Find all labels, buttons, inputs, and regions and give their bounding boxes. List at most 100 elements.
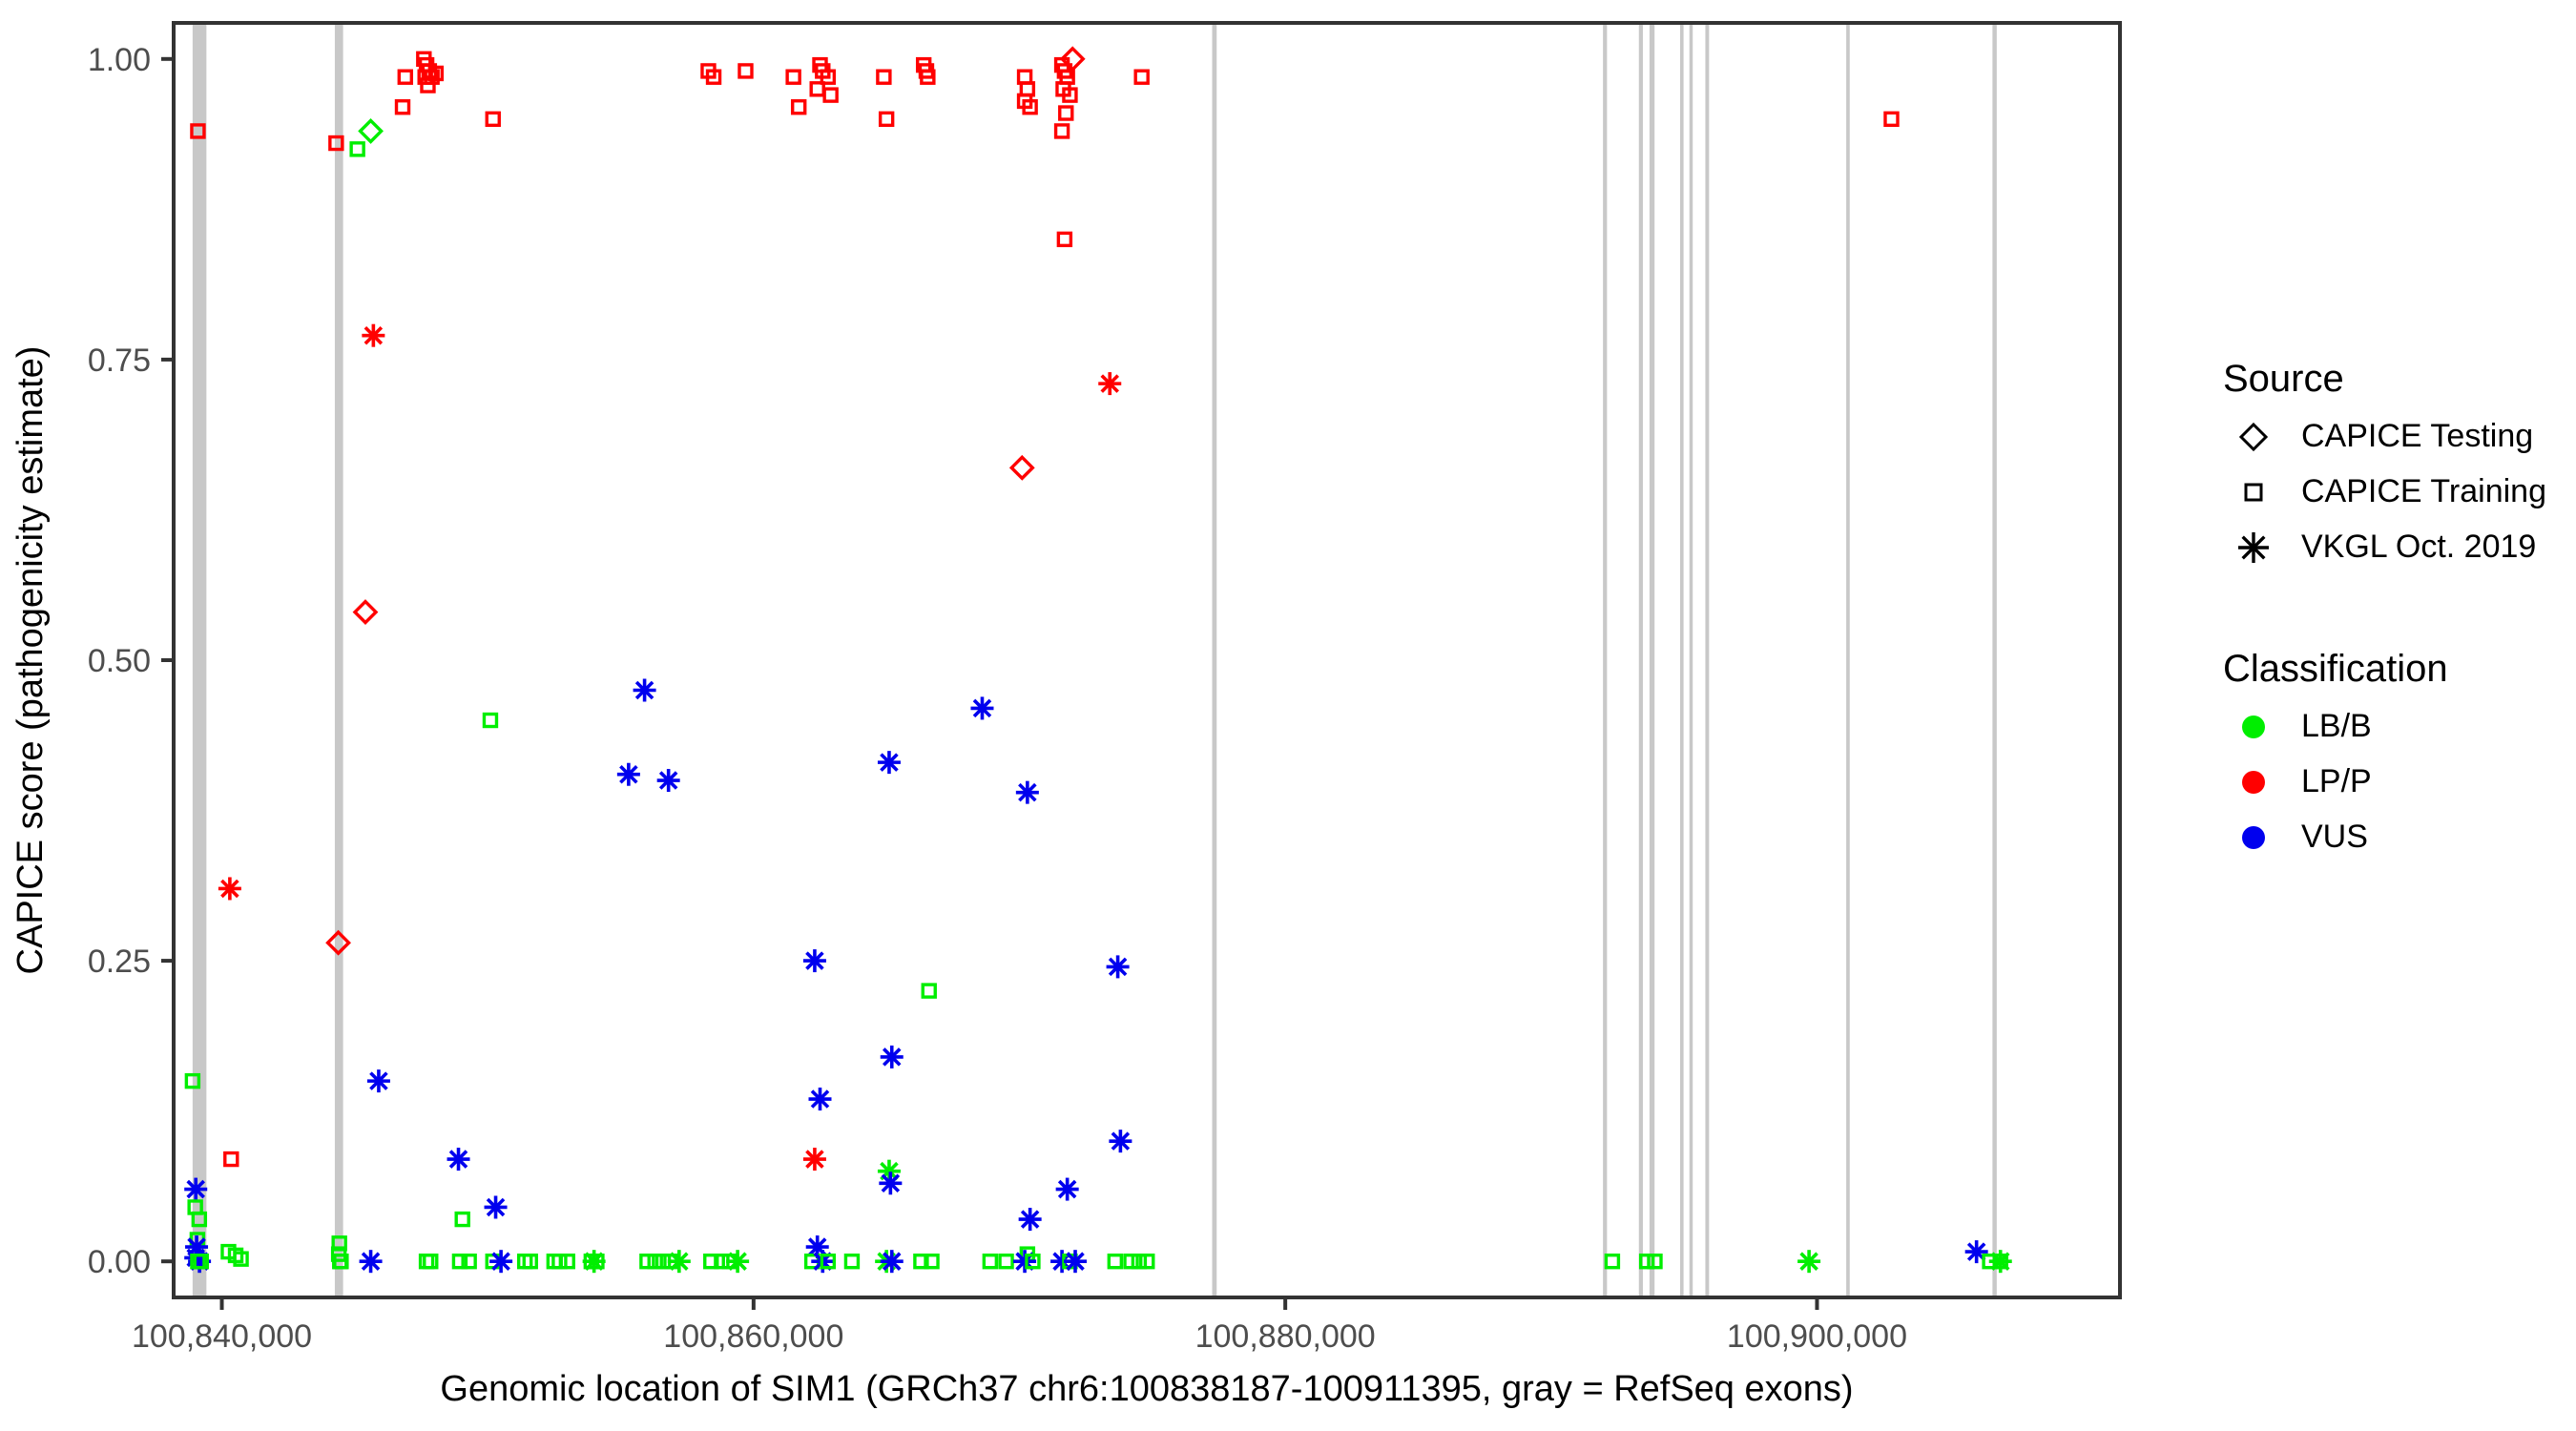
asterisk-ray <box>881 1173 901 1193</box>
point-marker-square <box>397 69 413 85</box>
point-marker-square <box>424 69 440 85</box>
point-marker-square <box>233 1251 249 1267</box>
exon-band <box>1649 25 1655 1296</box>
point-marker-square <box>1053 123 1070 139</box>
point-marker-square <box>982 1253 999 1270</box>
x-tick-label: 100,880,000 <box>1195 1318 1376 1355</box>
y-tick-label: 0.75 <box>88 342 151 379</box>
point-marker-asterisk <box>1018 1208 1042 1232</box>
asterisk-ray <box>882 1252 902 1271</box>
point-marker-square <box>1131 1253 1148 1270</box>
point-marker-square <box>820 69 837 85</box>
legend-group: Source CAPICE Testing CAPICE Training VKGL … <box>2223 358 2546 855</box>
y-tick-label: 0.25 <box>88 944 151 980</box>
y-tick-label: 0.00 <box>88 1244 151 1280</box>
point-marker-square <box>223 1151 239 1168</box>
y-tick-label: 1.00 <box>88 42 151 78</box>
point-marker-square <box>920 69 936 85</box>
exon-band <box>1846 25 1850 1296</box>
point-marker-asterisk <box>1797 1250 1821 1274</box>
asterisk-ray <box>882 1047 902 1067</box>
point-marker-square <box>703 1253 719 1270</box>
asterisk-ray <box>491 1252 510 1271</box>
asterisk-ray <box>1111 1131 1131 1151</box>
asterisk-ray <box>369 1071 388 1090</box>
point-marker-square <box>1139 1253 1155 1270</box>
asterisk-ray <box>2241 535 2266 560</box>
point-marker-square <box>551 1253 568 1270</box>
point-marker-asterisk <box>802 949 826 973</box>
point-marker-square <box>191 1211 208 1228</box>
point-marker-square <box>998 1253 1014 1270</box>
point-marker-square <box>913 1253 929 1270</box>
exon-band <box>1689 25 1693 1296</box>
point-marker-asterisk <box>802 1148 826 1172</box>
point-marker-asterisk <box>447 1148 470 1172</box>
point-marker-asterisk <box>1098 372 1122 396</box>
point-marker-asterisk <box>359 1250 383 1274</box>
y-axis: 0.00 0.25 0.50 0.75 1.00 <box>88 42 174 1280</box>
point-marker-asterisk <box>366 1069 390 1093</box>
point-marker-asterisk <box>489 1250 513 1274</box>
point-marker-square <box>522 1253 538 1270</box>
point-marker-diamond <box>1008 454 1035 481</box>
panel-border <box>172 21 2122 1299</box>
point-marker-square <box>333 1253 349 1270</box>
point-marker-square <box>1058 105 1074 121</box>
point-marker-asterisk <box>218 877 241 901</box>
point-marker-square <box>423 1253 439 1270</box>
asterisk-ray <box>364 325 384 345</box>
point-marker-asterisk <box>1013 1250 1037 1274</box>
point-marker-square <box>461 1253 477 1270</box>
point-marker-square <box>485 111 501 128</box>
asterisk-ray <box>634 680 654 700</box>
asterisk-ray <box>1020 1210 1040 1229</box>
point-marker-square <box>349 141 365 157</box>
point-marker-square <box>1107 1253 1124 1270</box>
point-marker-asterisk <box>1988 1250 2012 1274</box>
point-marker-square <box>1056 231 1073 248</box>
asterisk-ray <box>1100 374 1119 393</box>
asterisk-ray <box>805 1150 824 1169</box>
point-marker-square <box>705 69 722 85</box>
point-marker-diamond <box>352 599 379 625</box>
point-marker-asterisk <box>880 1045 904 1068</box>
point-marker-asterisk <box>667 1250 691 1274</box>
point-marker-square <box>924 1253 940 1270</box>
legend-title-source: Source <box>2223 358 2344 400</box>
legend-label: VKGL Oct. 2019 <box>2301 529 2536 565</box>
point-marker-square <box>822 87 839 103</box>
point-marker-asterisk <box>656 769 680 793</box>
point-marker-square <box>482 712 499 729</box>
point-marker-asterisk <box>1109 1130 1132 1153</box>
exon-band <box>1212 25 1217 1296</box>
point-marker-asterisk <box>1064 1250 1088 1274</box>
point-marker-square <box>647 1253 663 1270</box>
legend-title-classification: Classification <box>2223 648 2448 690</box>
point-marker-square <box>1022 99 1038 115</box>
exon-band <box>1603 25 1608 1296</box>
x-axis-title: Genomic location of SIM1 (GRCh37 chr6:10… <box>440 1369 1853 1409</box>
legend-marker-diamond <box>2238 422 2269 452</box>
asterisk-ray <box>972 698 992 718</box>
asterisk-ray <box>1799 1252 1818 1271</box>
exon-band <box>1679 25 1684 1296</box>
point-marker-asterisk <box>582 1250 606 1274</box>
point-marker-asterisk <box>877 751 901 775</box>
x-tick-label: 100,900,000 <box>1727 1318 1907 1355</box>
asterisk-ray <box>1990 1252 2010 1271</box>
legend-marker-circle <box>2242 771 2265 794</box>
point-marker-asterisk <box>1964 1240 1988 1264</box>
asterisk-ray <box>1018 782 1037 802</box>
legend-marker-asterisk <box>2238 532 2269 563</box>
asterisk-ray <box>1108 957 1128 977</box>
x-tick-label: 100,860,000 <box>663 1318 843 1355</box>
asterisk-ray <box>810 1089 830 1109</box>
point-marker-diamond <box>325 929 351 956</box>
point-marker-asterisk <box>1106 955 1130 979</box>
point-marker-square <box>1025 1253 1041 1270</box>
point-marker-asterisk <box>484 1195 508 1219</box>
asterisk-ray <box>584 1252 604 1271</box>
point-marker-asterisk <box>879 1172 903 1195</box>
